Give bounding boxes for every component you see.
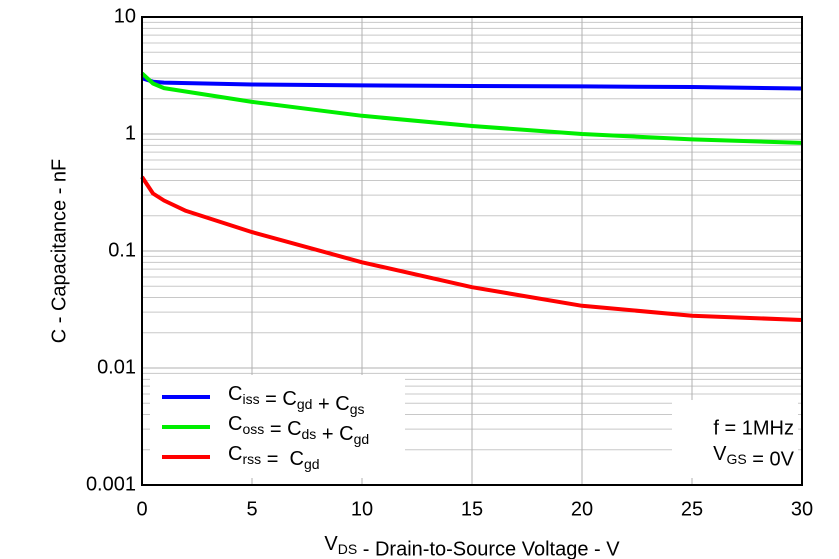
y-axis-label: C - Capacitance - nF [48,159,70,344]
x-tick-label: 5 [246,498,257,520]
y-tick-label: 1 [125,122,136,144]
y-tick-label: 10 [114,5,136,27]
series-line [140,71,803,145]
annotation: f = 1MHz [713,417,794,439]
x-tick-label: 10 [351,498,373,520]
plot-lines [140,71,803,322]
x-tick-label: 15 [461,498,483,520]
y-tick-label: 0.001 [86,473,136,495]
x-tick-label: 0 [136,498,147,520]
plot-frame [141,16,803,486]
y-tick-label: 0.01 [97,356,136,378]
x-axis-label: VDS - Drain-to-Source Voltage - V [324,533,620,559]
y-tick-label: 0.1 [108,239,136,261]
annotation-box [672,400,798,478]
series-line [141,76,803,91]
x-tick-label: 20 [571,498,593,520]
x-tick-label: 25 [681,498,703,520]
x-tick-label: 30 [791,498,813,520]
series-line [140,175,803,322]
